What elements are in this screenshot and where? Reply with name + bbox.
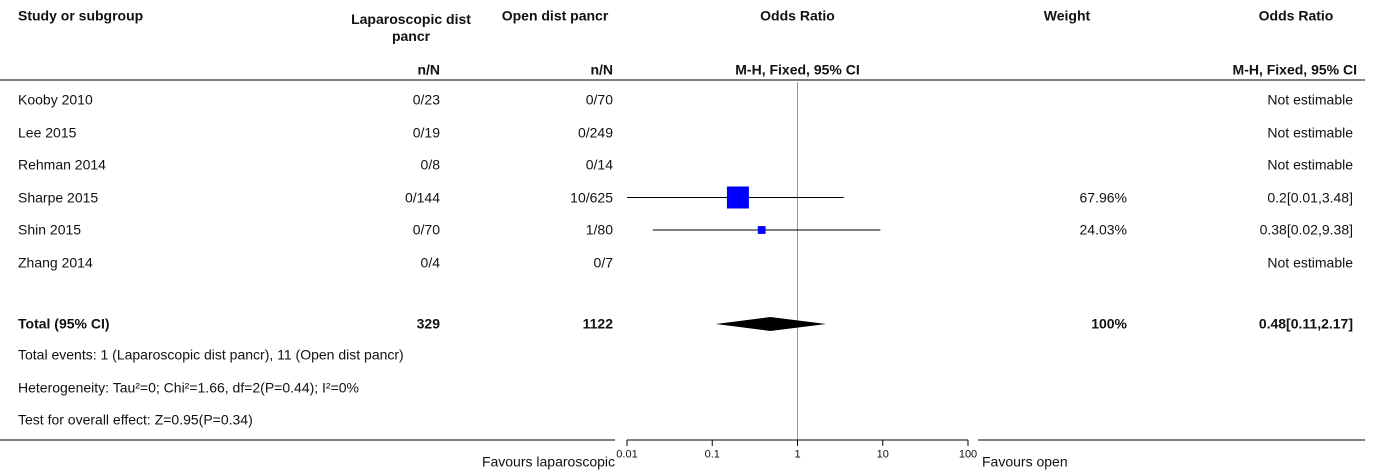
group1-events: 0/8 <box>420 156 440 173</box>
column-header: Odds Ratio <box>1258 7 1334 24</box>
favours-left: Favours laparoscopic <box>481 453 615 470</box>
group1-events: 0/144 <box>404 189 440 205</box>
group1-events: 0/70 <box>412 221 440 238</box>
study-name: Shin 2015 <box>18 221 82 238</box>
x-tick-label: 10 <box>876 448 889 461</box>
footnote: Test for overall effect: Z=0.95(P=0.34) <box>18 411 253 428</box>
effect-label: Not estimable <box>1267 124 1353 140</box>
study-name: Rehman 2014 <box>18 156 106 173</box>
weight-label: 67.96% <box>1079 189 1127 205</box>
study-name: Kooby 2010 <box>18 91 93 108</box>
column-subheader: M-H, Fixed, 95% CI <box>1232 61 1357 78</box>
study-name: Lee 2015 <box>18 124 77 140</box>
column-header: Study or subgroup <box>18 7 144 24</box>
study-name: Zhang 2014 <box>18 254 93 270</box>
column-subheader: M-H, Fixed, 95% CI <box>735 61 860 78</box>
group2-events: 0/14 <box>585 156 613 173</box>
total-name: Total (95% CI) <box>18 315 110 332</box>
column-header: Open dist pancr <box>501 7 609 24</box>
effect-label: Not estimable <box>1267 91 1353 108</box>
total-weight: 100% <box>1091 315 1127 332</box>
favours-right: Favours open <box>982 453 1068 470</box>
x-tick-label: 1 <box>794 448 801 461</box>
total-effect: 0.48[0.11,2.17] <box>1258 315 1353 332</box>
weight-label: 24.03% <box>1079 221 1127 238</box>
study-name: Sharpe 2015 <box>18 189 99 205</box>
column-header: Laparoscopic dist pancr <box>351 11 471 44</box>
group2-events: 0/70 <box>585 91 613 108</box>
group2-events: 0/249 <box>577 124 613 140</box>
column-header: Weight <box>1043 7 1091 24</box>
group2-events: 0/7 <box>593 254 613 270</box>
group2-events: 10/625 <box>570 189 613 205</box>
total-diamond <box>715 317 827 331</box>
column-subheader: n/N <box>590 61 613 78</box>
column-header: Odds Ratio <box>760 7 835 24</box>
group1-events: 0/19 <box>412 124 440 140</box>
group1-events: 0/4 <box>420 254 440 270</box>
effect-box <box>757 226 766 234</box>
footnote: Heterogeneity: Tau²=0; Chi²=1.66, df=2(P… <box>18 379 360 395</box>
total-group2: 1122 <box>582 315 613 332</box>
effect-label: Not estimable <box>1267 156 1353 173</box>
x-tick-label: 0.01 <box>616 448 638 461</box>
effect-label: 0.2[0.01,3.48] <box>1267 189 1353 205</box>
total-group1: 329 <box>416 315 440 332</box>
group1-events: 0/23 <box>412 91 440 108</box>
effect-label: Not estimable <box>1267 254 1353 270</box>
group2-events: 1/80 <box>585 221 613 238</box>
x-tick-label: 0.1 <box>704 448 720 461</box>
effect-box <box>726 186 749 209</box>
footnote: Total events: 1 (Laparoscopic dist pancr… <box>18 346 404 363</box>
effect-label: 0.38[0.02,9.38] <box>1259 221 1353 238</box>
column-subheader: n/N <box>417 61 440 78</box>
x-tick-label: 100 <box>958 448 978 461</box>
